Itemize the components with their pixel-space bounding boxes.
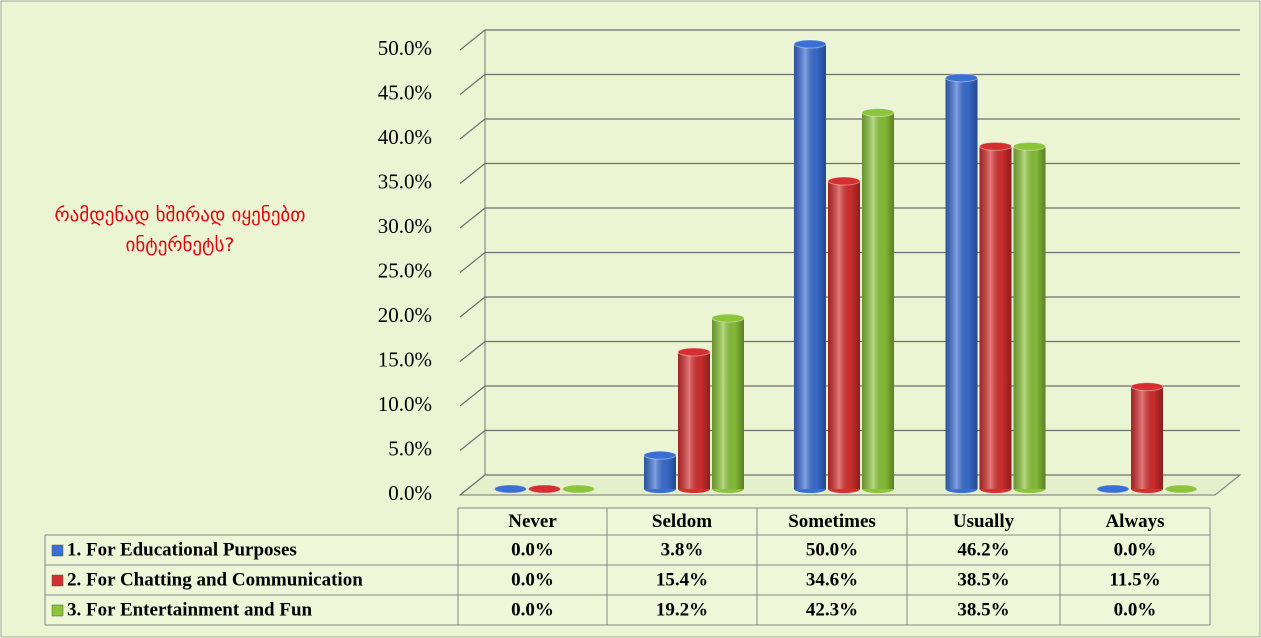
grid-line: [459, 73, 1240, 95]
bar: [1096, 484, 1130, 494]
bar-top: [793, 39, 827, 49]
bar-shade: [979, 146, 1012, 489]
y-tick-label: 5.0%: [388, 436, 432, 460]
bar: [528, 484, 561, 494]
legend-label: 1. For Educational Purposes: [67, 539, 297, 560]
bar-top: [945, 73, 978, 83]
bar-shade: [644, 455, 676, 489]
x-tick-label: Always: [1105, 511, 1164, 532]
grid-line: [459, 29, 1240, 51]
y-tick-label: 35.0%: [378, 169, 432, 193]
bar-shade: [712, 318, 744, 489]
bar-top: [528, 484, 561, 494]
x-tick-label: Sometimes: [788, 511, 876, 532]
bar-shade: [862, 112, 894, 489]
bar: [494, 484, 527, 494]
data-label: 11.5%: [1109, 569, 1160, 590]
data-label: 0.0%: [511, 599, 554, 620]
bar-top: [1013, 141, 1046, 151]
table-background: [45, 535, 458, 625]
bar: [945, 73, 978, 493]
data-label: 3.8%: [661, 539, 704, 560]
data-label: 42.3%: [806, 599, 858, 620]
bar: [1130, 382, 1164, 493]
x-tick-label: Seldom: [652, 511, 712, 532]
bar-top: [494, 484, 527, 494]
bar-shade: [1131, 386, 1163, 489]
data-label: 0.0%: [511, 569, 554, 590]
bar: [1164, 484, 1198, 494]
legend-label: 3. For Entertainment and Fun: [67, 599, 313, 620]
legend-key: [51, 574, 64, 587]
bar: [827, 176, 861, 493]
bar-top: [677, 347, 711, 357]
data-label: 46.2%: [957, 539, 1009, 560]
y-tick-label: 40.0%: [378, 125, 432, 149]
bar-top: [979, 141, 1012, 151]
legend-key: [51, 604, 64, 617]
bar: [643, 450, 677, 493]
y-tick-label: 25.0%: [378, 258, 432, 282]
data-label: 19.2%: [656, 599, 708, 620]
bar-top: [1164, 484, 1198, 494]
y-tick-label: 45.0%: [378, 80, 432, 104]
bar-top: [861, 108, 895, 118]
bar-shade: [1013, 146, 1046, 489]
bar: [677, 347, 711, 493]
y-tick-label: 10.0%: [378, 392, 432, 416]
legend-key: [51, 544, 64, 557]
data-label: 15.4%: [656, 569, 708, 590]
data-label: 38.5%: [957, 599, 1009, 620]
bar-shade: [828, 181, 860, 489]
bar-top: [1130, 382, 1164, 392]
bar: [562, 484, 595, 494]
grid-line: [459, 118, 1240, 140]
y-tick-label: 50.0%: [378, 36, 432, 60]
bar-top: [827, 176, 861, 186]
bar-top: [1096, 484, 1130, 494]
data-label: 34.6%: [806, 569, 858, 590]
bar-shade: [794, 44, 826, 489]
x-tick-label: Never: [508, 511, 557, 532]
y-tick-label: 20.0%: [378, 303, 432, 327]
bar-top: [643, 450, 677, 460]
legend-label: 2. For Chatting and Communication: [67, 569, 363, 590]
y-tick-label: 0.0%: [388, 481, 432, 505]
bar: [793, 39, 827, 493]
bar: [1013, 141, 1046, 493]
data-label: 0.0%: [1114, 539, 1157, 560]
table-background: [458, 508, 1210, 625]
bar-top: [562, 484, 595, 494]
y-tick-label: 30.0%: [378, 214, 432, 238]
data-label: 0.0%: [511, 539, 554, 560]
chart-title: რამდენად ხშირად იყენებთ ინტერნეტს?: [54, 204, 306, 256]
bar: [861, 108, 895, 493]
bar: [979, 141, 1012, 493]
data-label: 50.0%: [806, 539, 858, 560]
data-label: 38.5%: [957, 569, 1009, 590]
x-tick-label: Usually: [953, 511, 1015, 532]
data-label: 0.0%: [1114, 599, 1157, 620]
bar-top: [711, 313, 745, 323]
bar-shade: [678, 351, 710, 489]
bar-shade: [945, 77, 978, 489]
y-tick-label: 15.0%: [378, 347, 432, 371]
bar: [711, 313, 745, 493]
